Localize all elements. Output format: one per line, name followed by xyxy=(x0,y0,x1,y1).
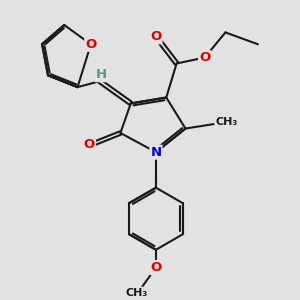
Text: CH₃: CH₃ xyxy=(216,117,238,127)
Text: N: N xyxy=(150,146,161,159)
Text: CH₃: CH₃ xyxy=(126,288,148,298)
Text: O: O xyxy=(199,51,210,64)
Text: O: O xyxy=(84,138,95,151)
Text: O: O xyxy=(150,261,161,274)
Text: O: O xyxy=(85,38,97,51)
Text: O: O xyxy=(150,30,161,44)
Text: H: H xyxy=(96,68,107,81)
